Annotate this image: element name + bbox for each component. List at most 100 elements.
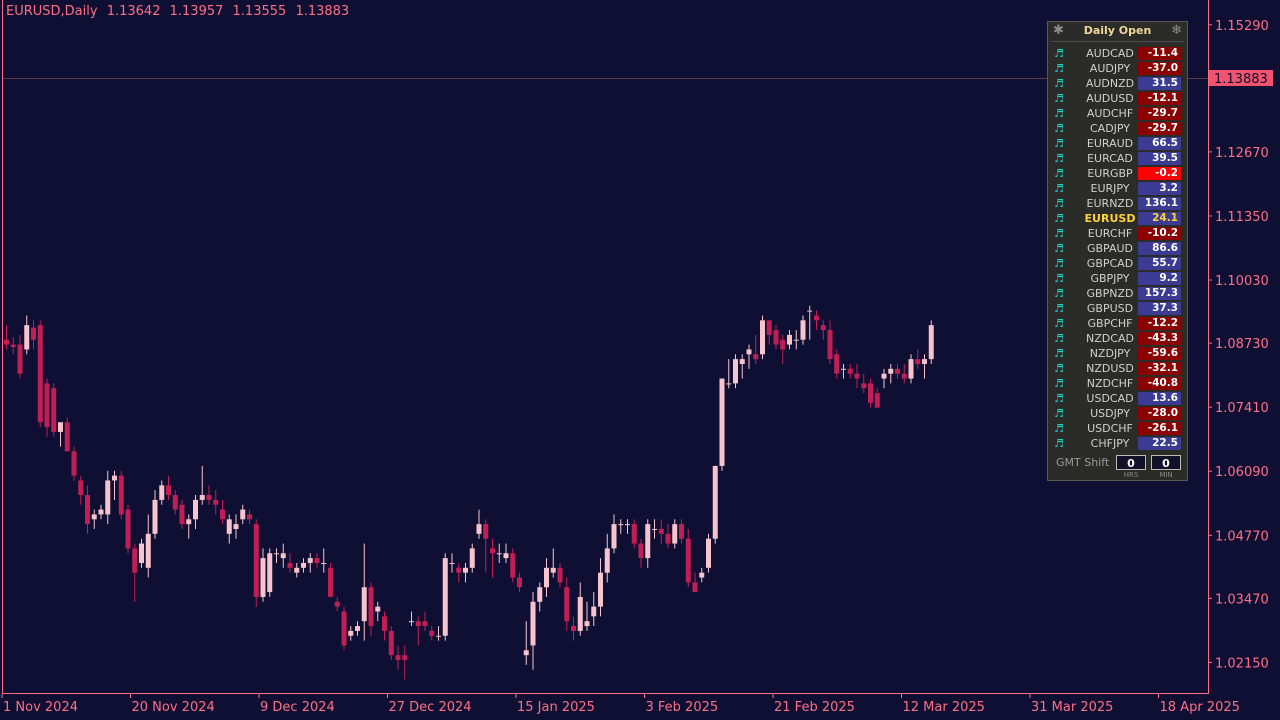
candle-body [314, 558, 320, 563]
music-note-icon[interactable]: ♬ [1054, 62, 1064, 75]
music-note-icon[interactable]: ♬ [1054, 107, 1064, 120]
symbol-label[interactable]: AUDCAD [1086, 47, 1134, 60]
symbol-label[interactable]: EURUSD [1084, 212, 1136, 225]
candle [550, 548, 556, 578]
candle [868, 378, 873, 408]
symbol-label[interactable]: GBPUSD [1086, 302, 1134, 315]
symbol-label[interactable]: AUDNZD [1085, 77, 1135, 90]
list-item[interactable]: ♬ AUDCHF -29.7 [1048, 106, 1187, 121]
music-note-icon[interactable]: ♬ [1054, 122, 1064, 135]
symbol-label[interactable]: USDCHF [1087, 422, 1133, 435]
list-item[interactable]: ♬ GBPJPY 9.2 [1048, 271, 1187, 286]
music-note-icon[interactable]: ♬ [1054, 272, 1064, 285]
music-note-icon[interactable]: ♬ [1054, 242, 1064, 255]
list-item[interactable]: ♬ NZDCAD -43.3 [1048, 331, 1187, 346]
music-note-icon[interactable]: ♬ [1054, 92, 1064, 105]
music-note-icon[interactable]: ♬ [1054, 377, 1064, 390]
list-item[interactable]: ♬ USDCAD 13.6 [1048, 391, 1187, 406]
list-item[interactable]: ♬ CHFJPY 22.5 [1048, 436, 1187, 451]
list-item[interactable]: ♬ EURJPY 3.2 [1048, 181, 1187, 196]
list-item[interactable]: ♬ EURCAD 39.5 [1048, 151, 1187, 166]
music-note-icon[interactable]: ♬ [1054, 407, 1064, 420]
symbol-label[interactable]: EURGBP [1087, 167, 1133, 180]
candle [820, 320, 826, 340]
list-item[interactable]: ♬ AUDJPY -37.0 [1048, 61, 1187, 76]
symbol-label[interactable]: EURAUD [1086, 137, 1134, 150]
list-item[interactable]: ♬ USDCHF -26.1 [1048, 421, 1187, 436]
list-item[interactable]: ♬ EURCHF -10.2 [1048, 226, 1187, 241]
music-note-icon[interactable]: ♬ [1054, 47, 1064, 60]
symbol-label[interactable]: GBPCHF [1087, 317, 1133, 330]
symbol-label[interactable]: NZDCHF [1086, 377, 1134, 390]
symbol-label[interactable]: AUDUSD [1086, 92, 1134, 105]
symbol-label[interactable]: EURNZD [1086, 197, 1134, 210]
list-item[interactable]: ♬ NZDCHF -40.8 [1048, 376, 1187, 391]
time-tick-label: 27 Dec 2024 [389, 700, 472, 715]
symbol-label[interactable]: NZDUSD [1086, 362, 1134, 375]
gmt-hours-input[interactable]: 0 [1116, 455, 1146, 470]
music-note-icon[interactable]: ♬ [1054, 347, 1064, 360]
music-note-icon[interactable]: ♬ [1054, 167, 1064, 180]
music-note-icon[interactable]: ♬ [1054, 317, 1064, 330]
music-note-icon[interactable]: ♬ [1054, 392, 1064, 405]
symbol-label[interactable]: GBPCAD [1086, 257, 1134, 270]
list-item[interactable]: ♬ GBPCHF -12.2 [1048, 316, 1187, 331]
symbol-label[interactable]: NZDJPY [1089, 347, 1131, 360]
candle-body [787, 334, 792, 345]
symbol-label[interactable]: AUDJPY [1089, 62, 1131, 75]
music-note-icon[interactable]: ♬ [1054, 152, 1064, 165]
asterisk-icon[interactable]: ✱ [1053, 23, 1064, 38]
music-note-icon[interactable]: ♬ [1054, 422, 1064, 435]
list-item[interactable]: ♬ AUDUSD -12.1 [1048, 91, 1187, 106]
music-note-icon[interactable]: ♬ [1054, 437, 1064, 450]
symbol-label[interactable]: NZDCAD [1086, 332, 1134, 345]
candle-body [672, 524, 678, 544]
list-item[interactable]: ♬ CADJPY -29.7 [1048, 121, 1187, 136]
symbol-label[interactable]: CADJPY [1089, 122, 1131, 135]
list-item[interactable]: ♬ EURAUD 66.5 [1048, 136, 1187, 151]
list-item[interactable]: ♬ GBPAUD 86.6 [1048, 241, 1187, 256]
list-item[interactable]: ♬ USDJPY -28.0 [1048, 406, 1187, 421]
list-item[interactable]: ♬ NZDJPY -59.6 [1048, 346, 1187, 361]
candle [253, 519, 259, 607]
music-note-icon[interactable]: ♬ [1054, 362, 1064, 375]
symbol-label[interactable]: USDJPY [1090, 407, 1130, 420]
music-note-icon[interactable]: ♬ [1054, 77, 1064, 90]
music-note-icon[interactable]: ♬ [1054, 212, 1064, 225]
candle [814, 310, 819, 331]
symbol-label[interactable]: CHFJPY [1090, 437, 1130, 450]
music-note-icon[interactable]: ♬ [1054, 287, 1064, 300]
candle [719, 378, 725, 471]
symbol-label[interactable]: GBPAUD [1086, 242, 1134, 255]
candle-body [301, 562, 306, 568]
symbol-label[interactable]: EURCAD [1087, 152, 1133, 165]
candle-body [280, 553, 286, 559]
music-note-icon[interactable]: ♬ [1054, 182, 1064, 195]
list-item[interactable]: ♬ AUDCAD -11.4 [1048, 46, 1187, 61]
list-item[interactable]: ♬ AUDNZD 31.5 [1048, 76, 1187, 91]
symbol-label[interactable]: EURCHF [1087, 227, 1133, 240]
list-item[interactable]: ♬ EURNZD 136.1 [1048, 196, 1187, 211]
music-note-icon[interactable]: ♬ [1054, 137, 1064, 150]
list-item[interactable]: ♬ EURGBP -0.2 [1048, 166, 1187, 181]
music-note-icon[interactable]: ♬ [1054, 257, 1064, 270]
gmt-minutes-input[interactable]: 0 [1151, 455, 1181, 470]
list-item[interactable]: ♬ GBPCAD 55.7 [1048, 256, 1187, 271]
music-note-icon[interactable]: ♬ [1054, 332, 1064, 345]
list-item[interactable]: ♬ GBPUSD 37.3 [1048, 301, 1187, 316]
music-note-icon[interactable]: ♬ [1054, 302, 1064, 315]
list-item[interactable]: ♬ GBPNZD 157.3 [1048, 286, 1187, 301]
music-note-icon[interactable]: ♬ [1054, 227, 1064, 240]
list-item[interactable]: ♬ NZDUSD -32.1 [1048, 361, 1187, 376]
snowflake-icon[interactable]: ❄ [1171, 23, 1182, 38]
symbol-label[interactable]: GBPNZD [1086, 287, 1134, 300]
symbol-label[interactable]: EURJPY [1090, 182, 1130, 195]
symbol-label[interactable]: USDCAD [1086, 392, 1134, 405]
symbol-label[interactable]: AUDCHF [1086, 107, 1134, 120]
candle-body [908, 359, 914, 379]
list-item[interactable]: ♬ EURUSD 24.1 [1048, 211, 1187, 226]
symbol-label[interactable]: GBPJPY [1090, 272, 1130, 285]
candle-body [429, 630, 435, 636]
music-note-icon[interactable]: ♬ [1054, 197, 1064, 210]
